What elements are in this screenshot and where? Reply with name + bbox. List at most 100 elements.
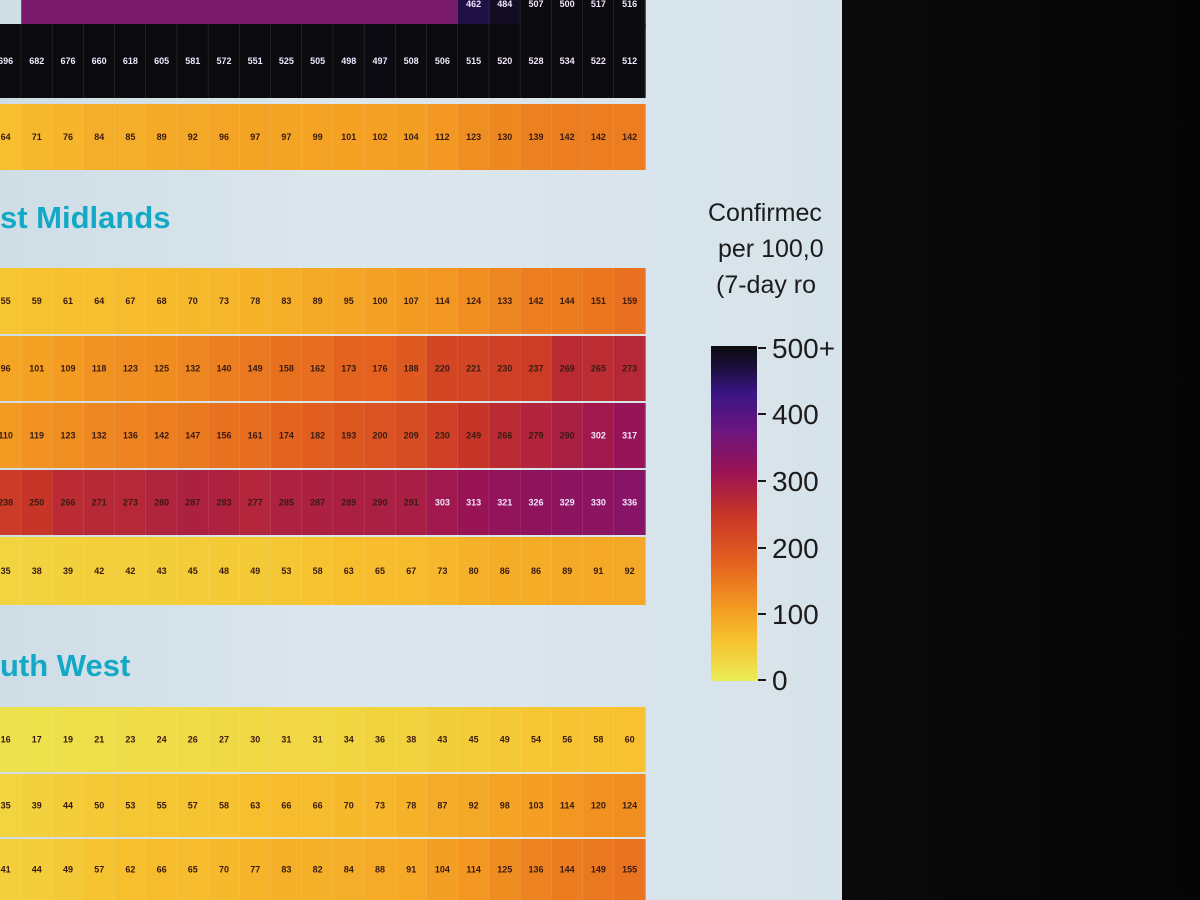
heatmap-cell [302,24,334,98]
heatmap-cell [302,537,334,605]
heatmap-cell [614,774,646,837]
heatmap-cell-label: 55 [1,296,11,306]
heatmap-cell [520,707,553,772]
heatmap-cell [520,24,553,98]
heatmap-cell-label: 330 [591,498,606,508]
heatmap-cell-label: 26 [188,735,198,745]
heatmap-cell-label: 97 [281,132,291,142]
heatmap-cell-label: 97 [250,132,260,142]
heatmap-cell-label: 124 [466,296,481,306]
dark-screen-edge [842,0,1200,900]
heatmap-cell-label: 78 [250,296,260,306]
heatmap-cell-label: 660 [92,56,107,66]
heatmap-cell-label: 618 [123,56,138,66]
heatmap-cell-label: 77 [250,865,260,875]
heatmap-cell-label: 57 [94,865,104,875]
heatmap-cell-label: 238 [0,498,13,508]
heatmap-cell [395,774,428,837]
heatmap-cell-label: 144 [560,865,575,875]
heatmap-cell [270,537,303,605]
heatmap-cell [177,104,209,170]
heatmap-cell-label: 162 [310,364,325,374]
heatmap-cell [302,470,334,535]
heatmap-cell-label: 89 [562,566,572,576]
heatmap-cell [614,0,646,28]
heatmap-cell [177,537,209,605]
heatmap-cell [83,537,116,605]
heatmap-cell-label: 289 [341,498,356,508]
heatmap-cell-label: 132 [92,431,107,441]
legend-tick-label: 100 [772,599,819,630]
heatmap-cell-label: 42 [125,566,135,576]
heatmap-cell [114,24,147,98]
heatmap-cell-label: 107 [404,296,419,306]
heatmap-cell-label: 605 [154,56,169,66]
heatmap-cell-label: 500 [560,0,575,9]
heatmap-cell-label: 287 [310,498,325,508]
heatmap-cell-label: 159 [622,296,637,306]
heatmap-cell [582,774,615,837]
heatmap-cell-label: 66 [157,865,167,875]
legend-title-line: Confirmec [708,199,822,227]
heatmap-cell-label: 43 [437,735,447,745]
heatmap-cell-label: 287 [185,498,200,508]
heatmap-cell [239,707,272,772]
heatmap-cell [83,24,116,98]
heatmap-cell-label: 71 [32,132,42,142]
heatmap-cell [239,537,272,605]
heatmap-cell-label: 139 [528,132,543,142]
heatmap-cell [582,707,615,772]
heatmap-cell [364,403,397,468]
heatmap-cell [551,774,584,837]
heatmap-cell-label: 30 [250,735,260,745]
heatmap-cell-label: 83 [281,296,291,306]
heatmap-cell-label: 317 [622,431,637,441]
heatmap-cell-label: 313 [466,498,481,508]
heatmap-cell-label: 34 [344,735,354,745]
heatmap-cell-label: 45 [469,735,479,745]
heatmap-cell-label: 89 [313,296,323,306]
heatmap-cell [146,336,178,401]
heatmap-cell-label: 132 [185,364,200,374]
heatmap-cell-label: 193 [341,431,356,441]
heatmap-cell-label: 50 [94,801,104,811]
heatmap-cell-label: 149 [248,364,263,374]
heatmap-cell-label: 507 [528,0,543,9]
heatmap-cell [21,336,53,401]
heatmap-cell-label: 156 [216,431,231,441]
heatmap-cell-label: 92 [188,132,198,142]
heatmap-cell-label: 120 [591,801,606,811]
heatmap-cell [458,774,490,837]
heatmap-cell-label: 125 [154,364,169,374]
heatmap-cell [333,104,365,170]
heatmap-cell [582,537,615,605]
heatmap-cell-label: 283 [216,498,231,508]
heatmap-cell [614,537,646,605]
heatmap-cell [177,336,209,401]
heatmap-cell [177,24,209,98]
legend-title: Confirmec per 100,0 (7-day ro [708,195,824,303]
heatmap-cell-label: 581 [185,56,200,66]
heatmap-cell-label: 209 [404,431,419,441]
heatmap-cell [520,774,553,837]
heatmap-cell [333,537,365,605]
heatmap-cell-label: 86 [500,566,510,576]
heatmap-cell-label: 114 [435,296,450,306]
heatmap-cell-label: 269 [560,364,575,374]
heatmap-cell [551,268,584,334]
heatmap-cell-label: 123 [466,132,481,142]
heatmap-cell [52,470,85,535]
heatmap-cell [239,336,272,401]
heatmap-cell-label: 57 [188,801,198,811]
heatmap-cell [458,268,490,334]
heatmap-cell [458,839,490,900]
heatmap-cell [489,707,521,772]
heatmap-cell [146,470,178,535]
heatmap-cell-label: 48 [219,566,229,576]
heatmap-cell [302,268,334,334]
heatmap-cell [114,470,147,535]
heatmap-cell-label: 100 [372,296,387,306]
heatmap-cell-label: 462 [466,0,481,9]
heatmap-cell [426,403,459,468]
heatmap-cell [270,24,303,98]
